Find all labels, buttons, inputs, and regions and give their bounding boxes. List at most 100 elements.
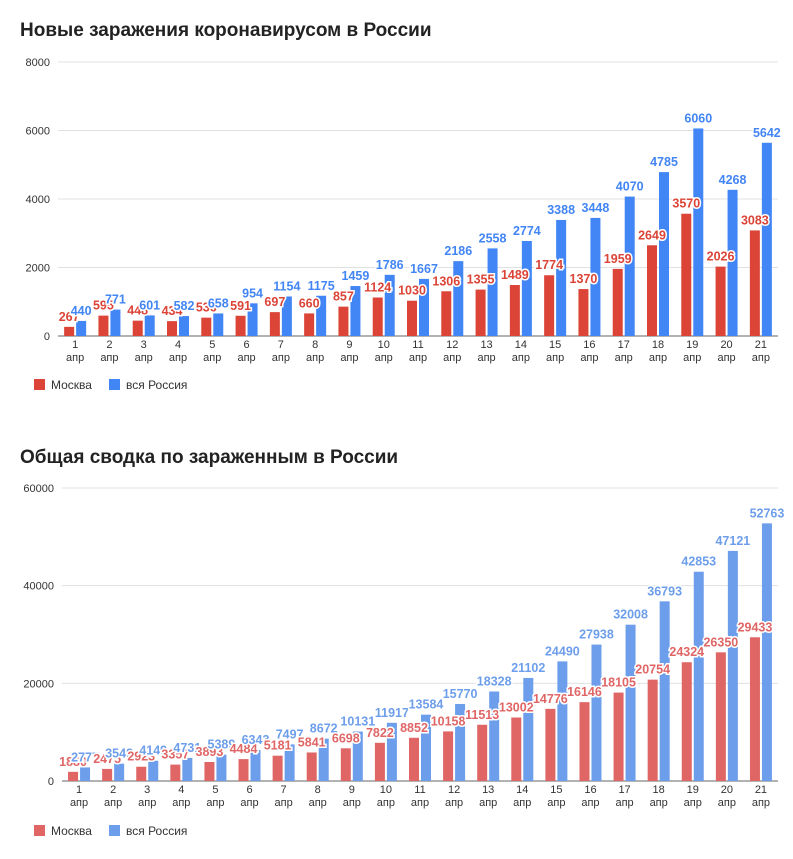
- x-tick-label: апр: [237, 352, 255, 364]
- data-label-moscow: 1959: [604, 252, 632, 266]
- bar-moscow: [340, 748, 351, 781]
- bar-russia: [421, 714, 431, 781]
- legend-swatch: [34, 825, 45, 836]
- bar-russia: [523, 677, 534, 781]
- x-tick-label: апр: [513, 797, 531, 809]
- x-tick-label: апр: [615, 797, 633, 809]
- x-tick-label: апр: [272, 352, 290, 364]
- bar-moscow: [477, 724, 488, 781]
- bar-moscow: [749, 637, 760, 781]
- data-label-moscow: 13002: [499, 701, 534, 715]
- bar-russia: [352, 731, 363, 781]
- x-tick-label: апр: [683, 352, 701, 364]
- bar-moscow: [441, 291, 452, 336]
- x-tick-label: апр: [615, 352, 633, 364]
- legend-label: Москва: [51, 824, 92, 838]
- data-label-moscow: 434: [162, 304, 183, 318]
- data-label-russia: 2186: [444, 244, 472, 258]
- bar-moscow: [409, 737, 419, 781]
- bar-russia: [453, 261, 464, 336]
- bar-moscow: [511, 717, 522, 781]
- bar-russia: [281, 296, 292, 336]
- data-label-moscow: 1489: [501, 268, 529, 282]
- legend-swatch: [34, 379, 45, 390]
- x-tick-label: апр: [138, 797, 156, 809]
- bar-moscow: [544, 275, 555, 336]
- data-label-moscow: 2923: [127, 750, 155, 764]
- bar-russia: [521, 240, 532, 336]
- data-label-moscow: 5841: [298, 735, 326, 749]
- x-tick-label: 17: [618, 784, 630, 796]
- bar-moscow: [749, 230, 760, 336]
- bar-russia: [386, 722, 397, 781]
- data-label-moscow: 448: [127, 304, 148, 318]
- y-tick-label: 20000: [23, 678, 54, 690]
- bar-moscow: [170, 764, 181, 781]
- x-tick-label: 10: [378, 339, 390, 351]
- bar-russia: [556, 219, 567, 336]
- bar-russia: [624, 196, 635, 336]
- data-label-moscow: 11513: [465, 708, 499, 722]
- x-tick-label: апр: [547, 797, 565, 809]
- data-label-moscow: 3893: [196, 745, 224, 759]
- bar-moscow: [304, 313, 315, 336]
- bar-russia: [216, 754, 227, 781]
- bar-russia: [350, 286, 361, 336]
- data-label-moscow: 2026: [707, 250, 735, 264]
- data-label-russia: 1459: [342, 269, 370, 283]
- data-label-russia: 601: [139, 298, 160, 312]
- bar-russia: [659, 601, 670, 781]
- bar-moscow: [204, 761, 215, 781]
- x-tick-label: 3: [141, 339, 147, 351]
- x-tick-label: апр: [66, 352, 84, 364]
- x-tick-label: апр: [104, 797, 122, 809]
- legend-swatch: [109, 379, 120, 390]
- x-tick-label: 2: [106, 339, 112, 351]
- y-tick-label: 2000: [26, 263, 50, 275]
- x-tick-label: апр: [477, 352, 495, 364]
- x-tick-label: 9: [349, 784, 355, 796]
- x-tick-label: апр: [580, 352, 598, 364]
- bar-moscow: [647, 679, 658, 781]
- legend-label: вся Россия: [126, 378, 187, 392]
- data-label-russia: 5642: [753, 126, 781, 140]
- bar-moscow: [475, 289, 486, 336]
- bar-russia: [182, 757, 193, 781]
- x-tick-label: 18: [653, 784, 665, 796]
- bar-russia: [144, 315, 155, 336]
- data-label-russia: 8672: [310, 722, 338, 736]
- bar-russia: [80, 767, 91, 781]
- bar-russia: [247, 303, 258, 336]
- bar-moscow: [578, 289, 589, 336]
- bar-russia: [727, 189, 738, 336]
- bar-russia: [114, 763, 125, 781]
- bar-moscow: [68, 771, 79, 781]
- data-label-russia: 15770: [443, 687, 478, 701]
- bar-russia: [419, 278, 429, 336]
- data-label-moscow: 660: [299, 296, 320, 310]
- x-tick-label: апр: [718, 797, 736, 809]
- data-label-russia: 47121: [715, 534, 750, 548]
- data-label-moscow: 1880: [59, 755, 87, 769]
- data-label-russia: 32008: [613, 608, 648, 622]
- bar-russia: [761, 142, 772, 336]
- x-tick-label: апр: [445, 797, 463, 809]
- bar-russia: [318, 738, 329, 781]
- y-tick-label: 60000: [23, 483, 54, 495]
- x-tick-label: апр: [172, 797, 190, 809]
- x-tick-label: апр: [752, 797, 770, 809]
- data-label-moscow: 16146: [567, 685, 602, 699]
- x-tick-label: апр: [409, 352, 427, 364]
- x-tick-label: апр: [309, 797, 327, 809]
- bar-russia: [557, 661, 568, 781]
- bar-moscow: [612, 268, 623, 336]
- data-label-moscow: 8852: [400, 721, 428, 735]
- data-label-russia: 954: [242, 286, 263, 300]
- bar-russia: [384, 274, 395, 336]
- data-label-moscow: 857: [333, 290, 354, 304]
- x-tick-label: апр: [684, 797, 702, 809]
- data-label-russia: 1786: [376, 258, 404, 272]
- bar-moscow: [681, 662, 692, 781]
- bar-moscow: [509, 285, 520, 336]
- x-tick-label: апр: [340, 352, 358, 364]
